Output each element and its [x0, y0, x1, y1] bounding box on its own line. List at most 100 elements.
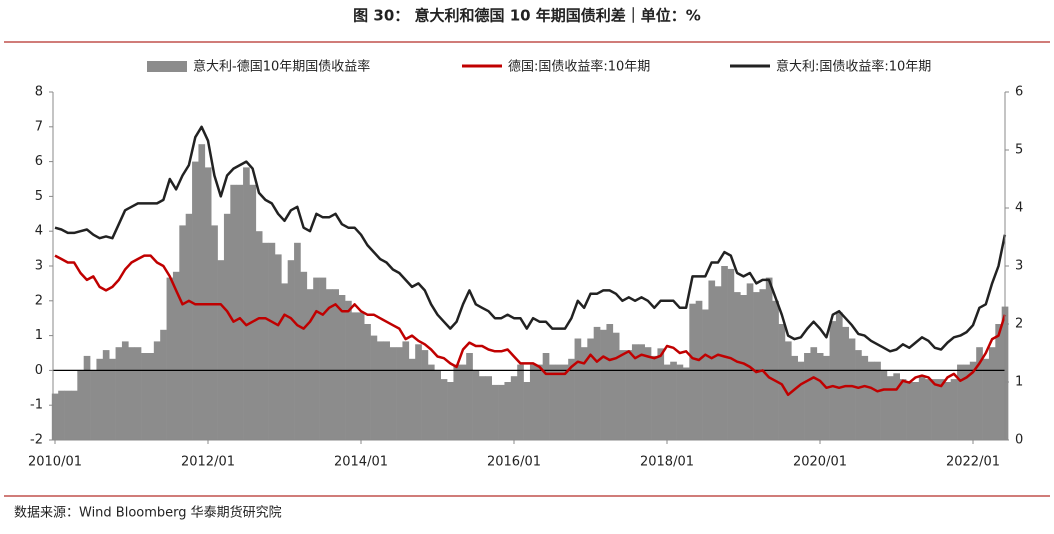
- bar: [906, 382, 913, 440]
- bar: [102, 350, 110, 440]
- bar: [485, 376, 492, 440]
- bar: [402, 341, 410, 440]
- bar: [988, 347, 996, 440]
- bar: [612, 332, 620, 440]
- bar: [867, 361, 875, 440]
- bar: [70, 390, 78, 440]
- bar: [459, 364, 467, 440]
- bar: [950, 379, 958, 440]
- bar: [555, 364, 563, 440]
- y-tick-label: 7: [35, 119, 43, 134]
- bar: [663, 364, 671, 440]
- bar: [383, 341, 390, 440]
- bar: [880, 370, 888, 440]
- bar: [631, 344, 639, 440]
- bar: [376, 341, 384, 440]
- bar: [689, 303, 696, 440]
- bar: [587, 338, 594, 440]
- x-tick-label: 2020/01: [793, 455, 847, 470]
- bar: [963, 364, 971, 440]
- bar: [294, 242, 301, 440]
- bar: [434, 370, 441, 440]
- bar: [835, 312, 843, 440]
- bar: [389, 347, 397, 440]
- bar: [249, 184, 257, 440]
- bar: [192, 161, 199, 440]
- bar: [478, 376, 486, 440]
- bar: [606, 324, 614, 440]
- bar: [925, 379, 932, 440]
- bar: [396, 347, 403, 440]
- bar: [638, 344, 645, 440]
- bar: [498, 384, 505, 440]
- y-tick-label: 2: [35, 293, 43, 308]
- bar: [153, 341, 161, 440]
- bar: [185, 213, 193, 440]
- x-tick-label: 2016/01: [487, 455, 541, 470]
- bar: [727, 268, 735, 440]
- y2-tick-label: 0: [1015, 433, 1023, 448]
- bar: [77, 370, 84, 440]
- line-series: [54, 125, 1007, 353]
- bar: [166, 277, 174, 440]
- bar: [651, 355, 658, 440]
- bar: [217, 260, 225, 440]
- bar: [536, 364, 543, 440]
- y-tick-label: 5: [35, 189, 43, 204]
- bar: [791, 355, 798, 440]
- bar: [262, 242, 269, 440]
- y2-tick-label: 5: [1015, 143, 1023, 158]
- bar: [160, 329, 167, 440]
- y-tick-label: -1: [30, 398, 43, 413]
- bar: [861, 355, 869, 440]
- bar: [804, 353, 811, 440]
- bar: [223, 213, 231, 440]
- bar: [274, 254, 282, 440]
- bar: [96, 358, 104, 440]
- bar: [676, 364, 684, 440]
- bar: [408, 358, 416, 440]
- source-note: 数据来源：Wind Bloomberg 华泰期货研究院: [14, 505, 282, 521]
- bar: [281, 283, 288, 440]
- bar: [319, 277, 327, 440]
- bar: [657, 348, 665, 440]
- bar: [855, 350, 862, 440]
- bar: [982, 358, 990, 440]
- bar: [912, 382, 920, 440]
- bar: [147, 353, 155, 440]
- y-tick-label: 8: [35, 85, 43, 100]
- bar: [338, 295, 346, 440]
- bar: [969, 361, 977, 440]
- bar: [134, 347, 142, 440]
- bar: [504, 382, 512, 440]
- bar: [115, 347, 123, 440]
- bar: [357, 312, 365, 440]
- y-tick-label: 4: [35, 224, 43, 239]
- bar: [944, 382, 951, 440]
- bar: [733, 292, 741, 440]
- bar: [816, 353, 824, 440]
- y-tick-label: 0: [35, 363, 43, 378]
- bar: [64, 390, 72, 440]
- bar: [141, 353, 148, 440]
- bar: [90, 370, 97, 440]
- bar: [453, 364, 461, 440]
- bar: [472, 370, 480, 440]
- bar: [198, 144, 206, 440]
- chart-title: 图 30： 意大利和德国 10 年期国债利差｜单位：%: [353, 7, 701, 25]
- bar: [874, 361, 881, 440]
- bar: [899, 379, 907, 440]
- y-tick-label: -2: [30, 433, 43, 448]
- bar: [491, 384, 499, 440]
- bar: [128, 347, 135, 440]
- bar: [332, 289, 339, 440]
- bar: [517, 364, 524, 440]
- bar: [829, 321, 837, 440]
- line-series: [54, 254, 1007, 397]
- bar: [370, 335, 378, 440]
- bar: [765, 277, 773, 440]
- bar: [109, 358, 116, 440]
- x-tick-label: 2018/01: [640, 455, 694, 470]
- bar: [172, 271, 180, 440]
